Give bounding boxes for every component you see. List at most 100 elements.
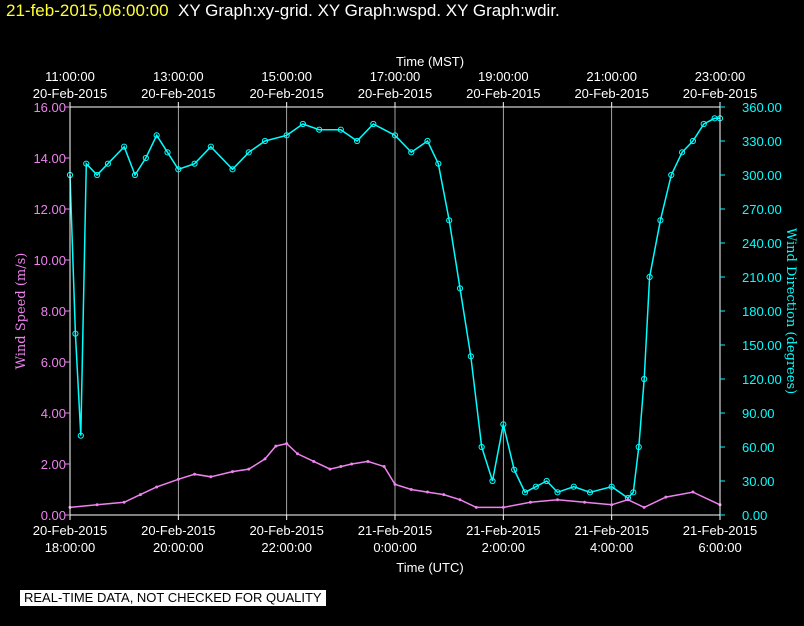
x-tick-label-top-date: 20-Feb-2015 <box>141 86 215 101</box>
grid-lines <box>177 107 613 515</box>
x-tick-label-bottom-time: 6:00:00 <box>698 540 741 555</box>
wdir-point <box>635 443 642 451</box>
wdir-point <box>316 126 323 133</box>
x-tick-label-top-date: 20-Feb-2015 <box>683 86 757 101</box>
y-tick-label-right: 240.00 <box>742 236 782 251</box>
wdir-point <box>478 443 485 451</box>
wdir-point <box>511 466 518 473</box>
x-tick-label-top-date: 20-Feb-2015 <box>358 86 432 101</box>
x-tick-label-top-date: 20-Feb-2015 <box>33 86 107 101</box>
wspd-point <box>312 459 316 463</box>
wdir-point <box>532 483 539 490</box>
x-tick-label-bottom-time: 4:00:00 <box>590 540 633 555</box>
wdir-point <box>554 489 561 496</box>
wdir-point <box>153 132 160 139</box>
wdir-point <box>175 166 182 173</box>
wdir-point <box>83 160 90 167</box>
wspd-point <box>474 505 478 509</box>
wspd-point <box>231 470 234 474</box>
x-tick-label-top-time: 13:00:00 <box>153 69 204 84</box>
wspd-point <box>176 477 180 481</box>
quality-note: REAL-TIME DATA, NOT CHECKED FOR QUALITY <box>20 590 326 606</box>
x-tick-label-top-date: 20-Feb-2015 <box>574 86 648 101</box>
wspd-point <box>458 498 462 502</box>
wspd-point <box>664 495 668 499</box>
wspd-point <box>263 457 267 461</box>
x-tick-label-top-date: 20-Feb-2015 <box>249 86 323 101</box>
x-axis-title-bottom: Time (UTC) <box>396 560 463 575</box>
wspd-point <box>409 488 413 491</box>
wspd-point <box>610 503 614 507</box>
wdir-point <box>543 477 550 485</box>
wdir-point <box>121 143 128 150</box>
y-tick-label-right: 360.00 <box>742 100 782 115</box>
wdir-point <box>77 432 84 439</box>
x-tick-label-bottom-date: 21-Feb-2015 <box>466 523 540 538</box>
wdir-point <box>391 132 399 139</box>
y-tick-label-left: 2.00 <box>41 457 66 472</box>
wspd-point <box>366 459 370 463</box>
wspd-point <box>339 465 343 469</box>
y-tick-label-left: 8.00 <box>41 304 66 319</box>
y-tick-label-right: 60.00 <box>742 440 775 455</box>
wdir-point <box>500 421 507 428</box>
x-tick-label-bottom-time: 22:00:00 <box>261 540 312 555</box>
wdir-point <box>164 149 171 156</box>
wspd-line <box>69 442 721 509</box>
y-tick-label-right: 300.00 <box>742 168 782 183</box>
wdir-point <box>104 160 112 167</box>
wspd-point <box>193 472 197 476</box>
wspd-point <box>350 462 354 466</box>
wspd-point <box>393 482 397 486</box>
x-tick-label-bottom-date: 21-Feb-2015 <box>574 523 648 538</box>
wdir-point <box>586 489 594 496</box>
wspd-point <box>122 500 126 504</box>
x-tick-label-top-date: 20-Feb-2015 <box>466 86 540 101</box>
wspd-point <box>247 467 251 471</box>
wspd-point <box>95 503 99 507</box>
y-tick-label-right: 210.00 <box>742 270 782 285</box>
wdir-point <box>245 149 252 156</box>
wdir-point <box>646 273 653 281</box>
wspd-point <box>426 490 429 494</box>
y-tick-label-left: 16.00 <box>33 100 66 115</box>
x-tick-label-bottom-time: 2:00:00 <box>482 540 525 555</box>
x-tick-label-bottom-date: 20-Feb-2015 <box>33 523 107 538</box>
wdir-point <box>299 120 307 128</box>
wdir-point <box>678 149 686 156</box>
wdir-point <box>72 330 79 337</box>
wdir-point <box>435 160 442 167</box>
x-axis-title-top: Time (MST) <box>396 54 464 69</box>
wspd-point <box>382 465 386 469</box>
y-axis-title-right: Wind Direction (degrees) <box>783 228 798 394</box>
wdir-point <box>229 166 236 173</box>
y-tick-label-right: 270.00 <box>742 202 782 217</box>
wspd-point <box>138 493 142 497</box>
wspd-series <box>68 442 722 509</box>
wdir-point <box>408 149 415 156</box>
y-tick-label-left: 0.00 <box>41 508 66 523</box>
x-tick-label-bottom-time: 20:00:00 <box>153 540 204 555</box>
wspd-point <box>528 500 532 504</box>
graph-list: XY Graph:xy-grid. XY Graph:wspd. XY Grap… <box>178 1 560 20</box>
x-tick-label-top-time: 23:00:00 <box>695 69 746 84</box>
wdir-point <box>446 217 453 224</box>
wdir-point <box>657 217 664 224</box>
wdir-point <box>489 477 496 485</box>
axis-ticks <box>65 102 725 520</box>
wspd-point <box>691 490 695 494</box>
x-tick-label-top-time: 11:00:00 <box>45 69 95 84</box>
wspd-point <box>501 505 505 509</box>
axis-labels: 20-Feb-2015 18:00:00 20-Feb-2015 20:00:00 20… <box>33 69 782 555</box>
wdir-point <box>261 137 269 145</box>
wdir-point <box>608 483 615 490</box>
wdir-series <box>66 115 724 502</box>
wspd-point <box>442 493 446 497</box>
y-tick-label-right: 90.00 <box>742 406 775 421</box>
x-tick-label-top-time: 21:00:00 <box>586 69 637 84</box>
wspd-point <box>296 452 299 456</box>
wdir-point <box>93 171 101 179</box>
x-tick-label-bottom-date: 21-Feb-2015 <box>683 523 757 538</box>
y-tick-label-left: 12.00 <box>33 202 66 217</box>
